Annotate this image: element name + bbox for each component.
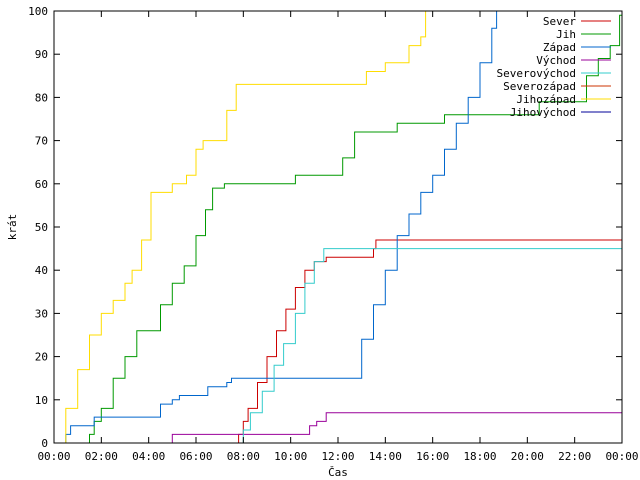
y-tick-label: 30 [35, 307, 48, 320]
legend-label: Sever [543, 15, 576, 28]
x-tick-label: 14:00 [369, 450, 402, 463]
x-tick-label: 00:00 [605, 450, 638, 463]
legend-label: Východ [536, 54, 576, 67]
legend: SeverJihZápadVýchodSeverovýchodSeverozáp… [497, 15, 611, 119]
x-axis-label: Čas [328, 466, 348, 479]
x-tick-label: 08:00 [227, 450, 260, 463]
x-tick-label: 22:00 [558, 450, 591, 463]
legend-label: Severozápad [503, 80, 576, 93]
y-tick-label: 70 [35, 135, 48, 148]
y-tick-label: 0 [41, 437, 48, 450]
legend-label: Jih [556, 28, 576, 41]
series-layer [58, 11, 622, 443]
x-tick-label: 04:00 [132, 450, 165, 463]
series-line-4 [170, 412, 622, 443]
x-tick-label: 18:00 [463, 450, 496, 463]
x-tick-label: 00:00 [37, 450, 70, 463]
y-tick-label: 20 [35, 351, 48, 364]
series-line-3 [63, 11, 498, 443]
x-tick-label: 20:00 [511, 450, 544, 463]
x-tick-label: 10:00 [274, 450, 307, 463]
y-tick-label: 100 [28, 5, 48, 18]
y-tick-label: 90 [35, 48, 48, 61]
y-axis-label: krát [6, 214, 19, 241]
series-line-2 [87, 14, 622, 443]
x-tick-label: 12:00 [321, 450, 354, 463]
legend-label: Západ [543, 41, 576, 54]
y-tick-label: 50 [35, 221, 48, 234]
y-tick-label: 40 [35, 264, 48, 277]
legend-label: Severovýchod [497, 67, 576, 80]
legend-label: Jihozápad [516, 93, 576, 106]
ticks-layer: 00:00 02:00 04:00 06:00 08:00 10:00 12:00 14:00… [28, 5, 638, 463]
series-line-7 [58, 11, 427, 443]
x-tick-label: 16:00 [416, 450, 449, 463]
y-tick-label: 80 [35, 91, 48, 104]
x-tick-label: 02:00 [85, 450, 118, 463]
series-line-5 [241, 248, 622, 443]
y-tick-label: 60 [35, 178, 48, 191]
legend-label: Jihovýchod [510, 106, 576, 119]
y-tick-label: 10 [35, 394, 48, 407]
x-tick-label: 06:00 [179, 450, 212, 463]
series-line-1 [237, 239, 622, 443]
